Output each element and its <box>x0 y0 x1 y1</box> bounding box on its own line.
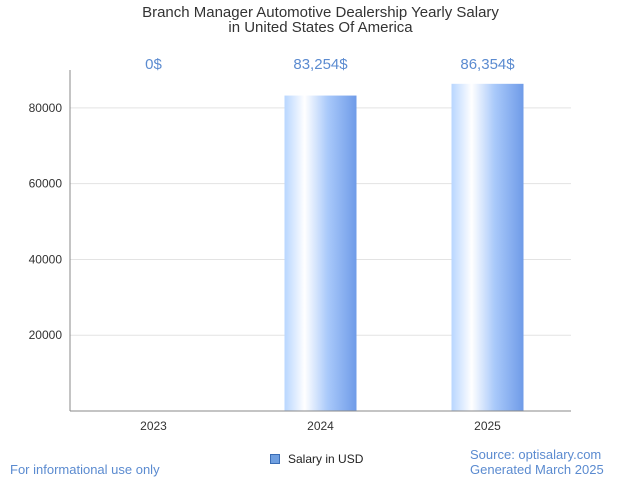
legend-swatch <box>270 454 280 464</box>
y-tick-label: 40000 <box>29 252 63 266</box>
bar-2024 <box>284 95 357 411</box>
data-label: 86,354$ <box>460 56 515 73</box>
generated-text: Generated March 2025 <box>470 462 604 477</box>
source-text: Source: optisalary.com <box>470 447 602 462</box>
chart-legend: Salary in USD <box>270 452 363 466</box>
x-tick-label: 2025 <box>474 419 501 433</box>
data-label: 83,254$ <box>293 56 348 73</box>
y-tick-label: 20000 <box>29 328 63 342</box>
chart-title-line-1: Branch Manager Automotive Dealership Yea… <box>142 4 499 21</box>
x-tick-label: 2024 <box>307 419 334 433</box>
y-tick-label: 80000 <box>29 101 63 115</box>
x-tick-label: 2023 <box>140 419 167 433</box>
bar-2025 <box>451 83 524 412</box>
data-label: 0$ <box>145 56 162 73</box>
y-tick-label: 60000 <box>29 177 63 191</box>
legend-label: Salary in USD <box>288 452 364 466</box>
chart-title-line-2: in United States Of America <box>228 19 413 36</box>
disclaimer-text: For informational use only <box>10 462 160 477</box>
